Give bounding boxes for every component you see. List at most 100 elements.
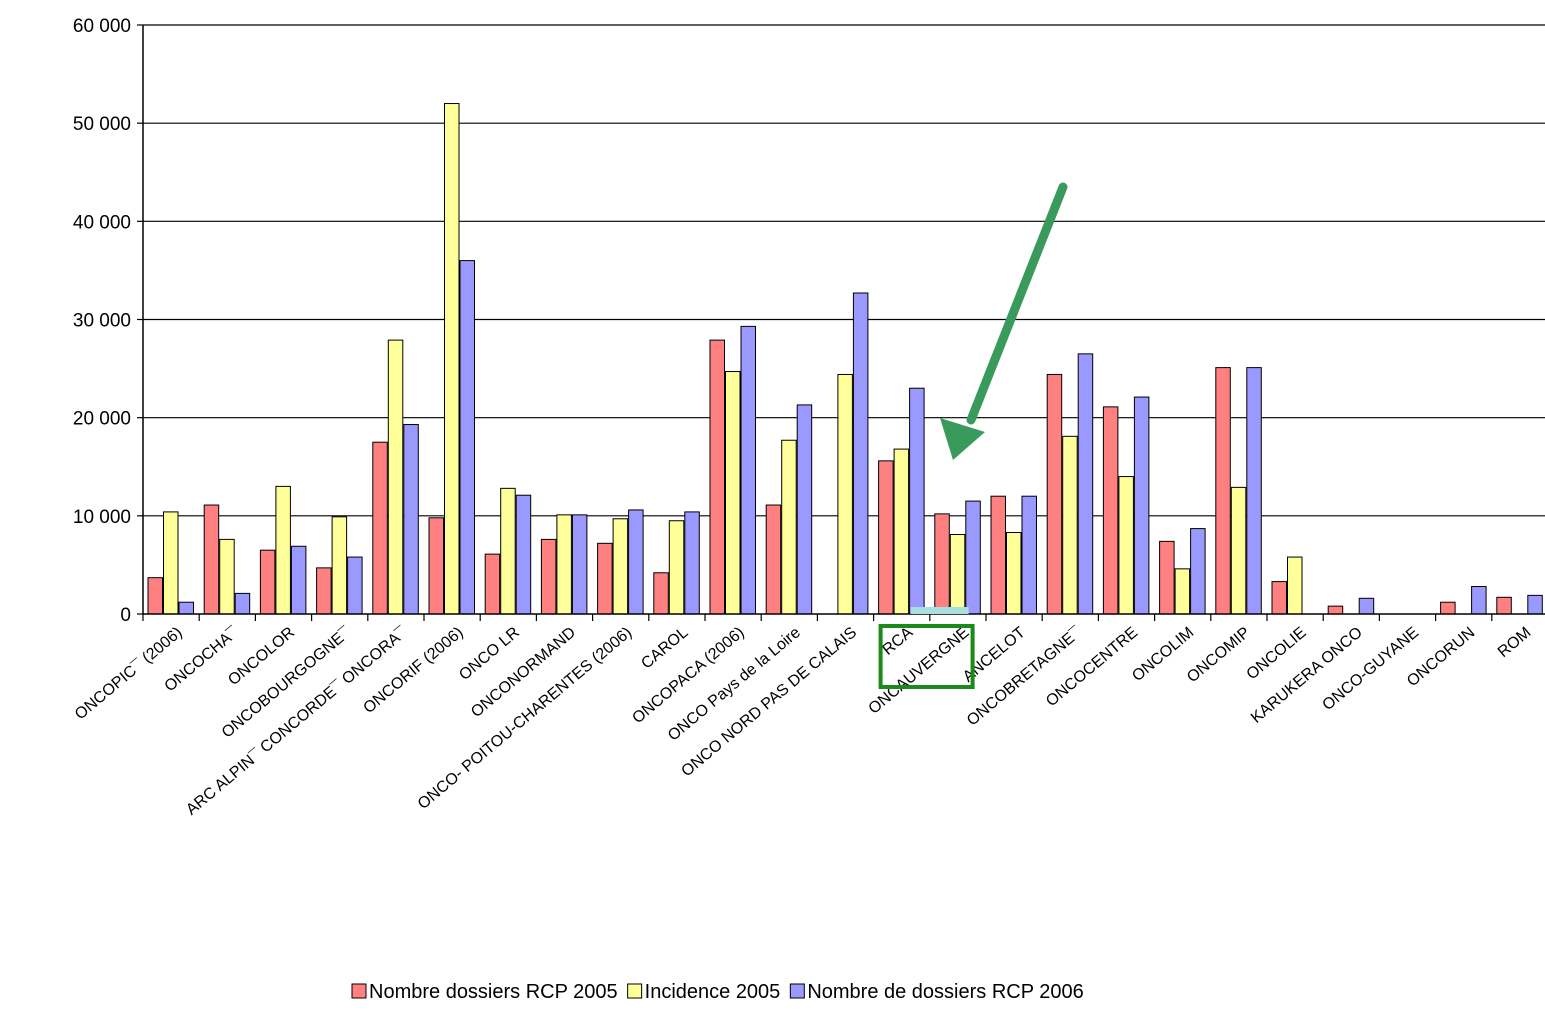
legend-swatch — [351, 983, 367, 999]
legend-swatch — [627, 983, 643, 999]
bar — [331, 516, 348, 615]
bar — [1230, 486, 1247, 615]
bar — [796, 404, 813, 615]
legend: Nombre dossiers RCP 2005 Incidence 2005 No… — [351, 981, 1084, 1003]
bar — [1006, 532, 1022, 615]
bar — [484, 553, 501, 615]
bar — [1527, 594, 1543, 615]
bar — [837, 373, 853, 615]
axes — [142, 25, 1545, 615]
bar — [275, 485, 291, 615]
x-tick-label: ONCOPIC¯ (2006) — [72, 624, 186, 723]
bar — [178, 601, 194, 615]
bar — [878, 460, 894, 615]
bar — [387, 339, 404, 615]
bar — [1190, 528, 1206, 615]
annotation-arrow-shaft — [966, 182, 1068, 425]
bar — [500, 487, 516, 615]
legend-label: Nombre de dossiers RCP 2006 — [807, 981, 1083, 1003]
bar — [540, 538, 557, 615]
y-tick-label: 40 000 — [73, 212, 131, 233]
bar — [965, 500, 981, 615]
bar — [612, 518, 629, 615]
bar — [949, 533, 966, 615]
legend-label: Incidence 2005 — [645, 981, 781, 1003]
x-tick-label: ONCONORMAND — [468, 624, 579, 721]
bar — [259, 549, 276, 615]
bar — [725, 371, 741, 615]
bar — [515, 494, 532, 615]
bar — [403, 424, 419, 615]
bar — [709, 339, 725, 615]
bar — [684, 511, 700, 615]
x-axis-labels: ONCOPIC¯ (2006)ONCOCHA¯ONCOLORONCOBOURGO… — [72, 624, 1535, 819]
bar — [909, 387, 925, 615]
bar — [668, 520, 685, 615]
bar — [316, 567, 332, 615]
bar — [893, 448, 910, 615]
bar — [852, 292, 869, 615]
bar — [372, 441, 388, 615]
highlight-bar — [910, 607, 969, 614]
bar — [1440, 601, 1456, 615]
bar — [781, 439, 797, 615]
bar — [1046, 373, 1063, 615]
y-tick-label: 0 — [120, 605, 131, 626]
bar — [1496, 596, 1512, 615]
bar — [1246, 367, 1262, 615]
bar — [147, 577, 163, 615]
x-tick-label: ONCOMIP — [1184, 624, 1253, 686]
bar — [1102, 406, 1119, 615]
bar — [444, 103, 460, 615]
x-tick-label: ONCO-GUYANE — [1319, 624, 1422, 714]
gridlines — [143, 24, 1545, 517]
x-tick-label: KARUKERA ONCO — [1248, 624, 1366, 727]
bar — [740, 325, 756, 615]
bar — [1174, 568, 1191, 615]
y-tick-label: 50 000 — [73, 114, 131, 135]
legend-swatch — [789, 983, 805, 999]
bar — [1133, 396, 1150, 615]
bar — [1118, 476, 1134, 615]
bar — [1021, 495, 1037, 615]
y-axis-ticks: 0 10 000 20 000 30 000 40 000 50 000 60 000 — [73, 16, 143, 626]
bar — [219, 538, 235, 615]
bar — [765, 504, 782, 615]
bar — [571, 514, 588, 615]
bar — [934, 513, 950, 615]
bar — [290, 545, 307, 615]
bar — [1062, 435, 1078, 615]
bar — [1327, 605, 1344, 615]
bar — [1471, 586, 1487, 615]
bar — [203, 504, 220, 615]
y-tick-label: 10 000 — [73, 507, 131, 528]
bar — [1215, 367, 1231, 615]
bar — [1159, 540, 1175, 615]
x-tick-label: CAROL — [638, 624, 691, 673]
bar — [1287, 556, 1303, 615]
legend-label: Nombre dossiers RCP 2005 — [369, 981, 618, 1003]
x-tick-label: ROM — [1495, 624, 1535, 661]
bar — [1077, 353, 1094, 615]
bar — [597, 542, 613, 615]
bar — [428, 517, 444, 615]
x-tick-label: RCA — [879, 624, 916, 659]
annotations — [878, 182, 1068, 689]
x-axis-ticks — [142, 614, 1493, 621]
bars — [147, 103, 1543, 615]
bar — [163, 511, 179, 615]
highlight-box — [878, 624, 975, 689]
bar — [653, 572, 669, 615]
annotation-arrow-head — [940, 418, 985, 460]
y-tick-label: 20 000 — [73, 409, 131, 430]
bar — [459, 260, 475, 615]
bar — [628, 509, 644, 615]
bar — [347, 556, 363, 615]
bar — [234, 592, 251, 615]
bar — [990, 495, 1006, 615]
x-tick-label: ONCORIF (2006) — [360, 624, 466, 717]
bar — [556, 514, 572, 615]
bar — [1271, 581, 1287, 615]
bar — [1358, 597, 1375, 615]
